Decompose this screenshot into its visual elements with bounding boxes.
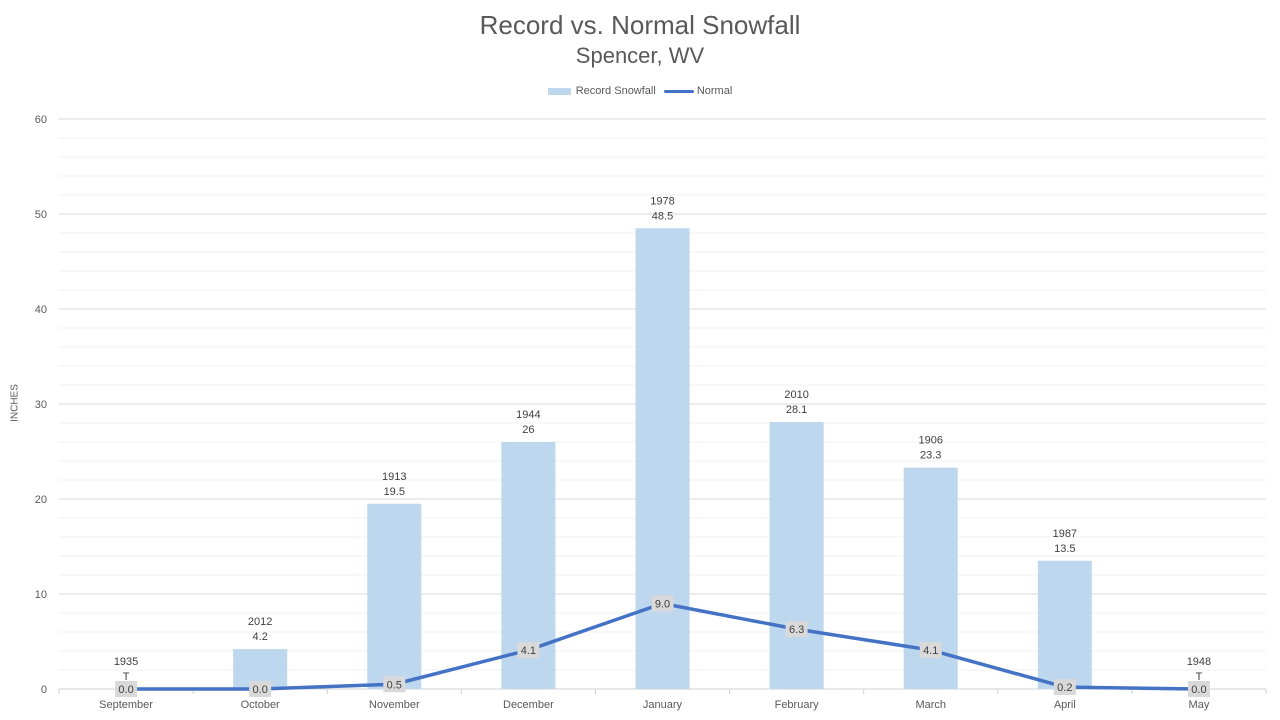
bar-data-label: 23.3: [920, 450, 941, 462]
line-label-box: [1053, 679, 1076, 696]
legend-swatch-record: [547, 87, 571, 95]
bar-record-snowfall: [367, 503, 422, 689]
x-tick-label: May: [1189, 699, 1210, 711]
line-data-label: 0.2: [1057, 682, 1072, 694]
bar-year-label: 2010: [784, 389, 808, 401]
legend-item-record: Record Snowfall: [547, 85, 656, 97]
bar-data-label: T: [123, 671, 130, 683]
bar-data-label: T: [1196, 671, 1203, 683]
chart-subtitle: Spencer, WV: [575, 43, 705, 68]
bar-data-label: 26: [522, 424, 534, 436]
chart-title: Record vs. Normal Snowfall: [479, 10, 801, 40]
line-label-box: [785, 621, 808, 638]
y-tick-label: 60: [35, 114, 47, 126]
line-data-label: 6.3: [789, 624, 804, 636]
bar-data-label: 28.1: [786, 404, 807, 416]
bar-year-label: 1987: [1053, 528, 1077, 540]
bar-data-label: 4.2: [253, 631, 268, 643]
y-tick-label: 30: [35, 399, 47, 411]
bar-data-label: 48.5: [652, 210, 673, 222]
x-tick-label: November: [369, 699, 420, 711]
line-data-label: 9.0: [655, 599, 670, 611]
line-data-label: 0.0: [253, 684, 268, 696]
legend-label-normal: Normal: [696, 85, 733, 97]
legend-label-record: Record Snowfall: [575, 85, 656, 97]
x-tick-label: March: [915, 699, 946, 711]
line-data-label: 4.1: [923, 645, 938, 657]
line-label-box: [249, 681, 272, 697]
x-tick-label: September: [99, 699, 153, 711]
bar-year-label: 1906: [918, 435, 942, 447]
x-tick-label: April: [1054, 699, 1076, 711]
line-data-label: 0.5: [387, 679, 402, 691]
bar-year-label: 1935: [114, 656, 138, 668]
x-tick-label: February: [775, 699, 820, 711]
line-label-box: [517, 642, 540, 659]
bar-data-label: 13.5: [1054, 543, 1075, 555]
line-label-box: [919, 642, 942, 659]
legend-item-normal: Normal: [663, 85, 733, 97]
legend: Record Snowfall Normal: [0, 85, 1280, 97]
legend-swatch-normal: [663, 89, 694, 93]
line-label-box: [115, 681, 138, 697]
y-tick-label: 10: [35, 589, 47, 601]
bar-year-label: 1913: [382, 471, 406, 483]
bar-year-label: 1944: [516, 409, 540, 421]
x-tick-label: October: [241, 699, 280, 711]
bar-data-label: 19.5: [384, 486, 405, 498]
line-data-label: 0.0: [1191, 684, 1206, 696]
bar-year-label: 1978: [650, 195, 674, 207]
line-data-label: 0.0: [118, 684, 133, 696]
line-data-label: 4.1: [521, 645, 536, 657]
x-tick-label: January: [643, 699, 683, 711]
x-tick-label: December: [503, 699, 554, 711]
line-label-box: [1187, 681, 1210, 697]
y-tick-label: 20: [35, 494, 47, 506]
line-label-box: [651, 595, 674, 612]
y-tick-label: 0: [41, 684, 47, 696]
y-tick-label: 40: [35, 304, 47, 316]
bar-year-label: 1948: [1187, 656, 1211, 668]
bar-record-snowfall: [769, 422, 824, 689]
bar-year-label: 2012: [248, 616, 272, 628]
bar-record-snowfall: [635, 228, 690, 689]
y-tick-label: 50: [35, 209, 47, 221]
line-label-box: [383, 676, 406, 693]
bar-record-snowfall: [1037, 560, 1092, 689]
